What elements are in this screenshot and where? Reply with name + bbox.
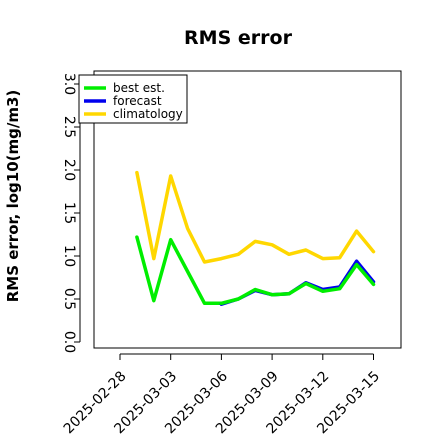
x-axis: 2025-02-282025-03-032025-03-062025-03-09… — [61, 353, 383, 437]
legend-label: forecast — [113, 94, 162, 108]
y-tick-label: 3.0 — [61, 73, 77, 95]
series-line-1 — [219, 259, 376, 306]
y-tick-label: 1.5 — [61, 202, 77, 224]
y-tick-label: 0.0 — [61, 331, 77, 353]
legend-label: climatology — [113, 107, 183, 121]
series-line-0 — [135, 235, 224, 306]
y-tick-label: 2.5 — [61, 116, 77, 138]
chart-title: RMS error — [184, 27, 293, 49]
series-line-2 — [135, 170, 376, 264]
y-tick-label: 0.5 — [61, 288, 77, 310]
y-axis-label: RMS error, log10(mg/m3) — [4, 90, 22, 303]
series-line-3 — [219, 262, 376, 306]
plot-frame — [93, 70, 402, 349]
series-layer — [135, 170, 376, 306]
legend-label: best est. — [113, 81, 165, 95]
y-axis: 0.0 0.5 1.0 1.5 2.0 2.5 3.0 — [61, 73, 81, 353]
legend-box — [78, 74, 188, 124]
y-tick-label: 2.0 — [61, 159, 77, 181]
y-tick-label: 1.0 — [61, 245, 77, 267]
